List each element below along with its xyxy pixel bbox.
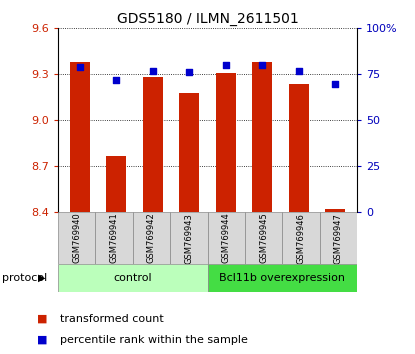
Bar <box>133 212 170 264</box>
Bar <box>325 209 345 212</box>
Point <box>332 81 338 86</box>
Bar <box>58 212 95 264</box>
Text: GSM769943: GSM769943 <box>184 213 193 263</box>
Point <box>222 62 229 68</box>
Text: GSM769942: GSM769942 <box>147 213 156 263</box>
Text: GSM769940: GSM769940 <box>72 213 81 263</box>
Text: control: control <box>113 273 152 283</box>
Bar <box>95 212 133 264</box>
Text: GSM769944: GSM769944 <box>222 213 231 263</box>
Point <box>259 62 266 68</box>
Text: percentile rank within the sample: percentile rank within the sample <box>60 335 248 345</box>
Point <box>186 70 193 75</box>
Bar <box>143 78 163 212</box>
Text: GSM769947: GSM769947 <box>334 213 343 263</box>
Bar <box>179 93 199 212</box>
Bar <box>70 62 90 212</box>
Bar <box>106 156 127 212</box>
Bar <box>252 62 272 212</box>
Point <box>295 68 302 74</box>
Text: protocol: protocol <box>2 273 47 283</box>
Point <box>77 64 83 70</box>
Text: GSM769946: GSM769946 <box>296 213 305 263</box>
Text: Bcl11b overexpression: Bcl11b overexpression <box>219 273 345 283</box>
Title: GDS5180 / ILMN_2611501: GDS5180 / ILMN_2611501 <box>117 12 298 26</box>
Text: GSM769945: GSM769945 <box>259 213 268 263</box>
Text: ■: ■ <box>37 335 48 345</box>
Bar <box>288 84 309 212</box>
Text: GSM769941: GSM769941 <box>110 213 119 263</box>
Bar <box>216 73 236 212</box>
Text: ■: ■ <box>37 314 48 324</box>
Point <box>113 77 120 83</box>
Bar <box>208 212 245 264</box>
Bar <box>208 264 357 292</box>
Bar <box>320 212 357 264</box>
Bar <box>58 264 208 292</box>
Bar <box>170 212 208 264</box>
Bar <box>282 212 320 264</box>
Bar <box>245 212 282 264</box>
Text: transformed count: transformed count <box>60 314 164 324</box>
Point <box>149 68 156 74</box>
Text: ▶: ▶ <box>38 273 46 283</box>
